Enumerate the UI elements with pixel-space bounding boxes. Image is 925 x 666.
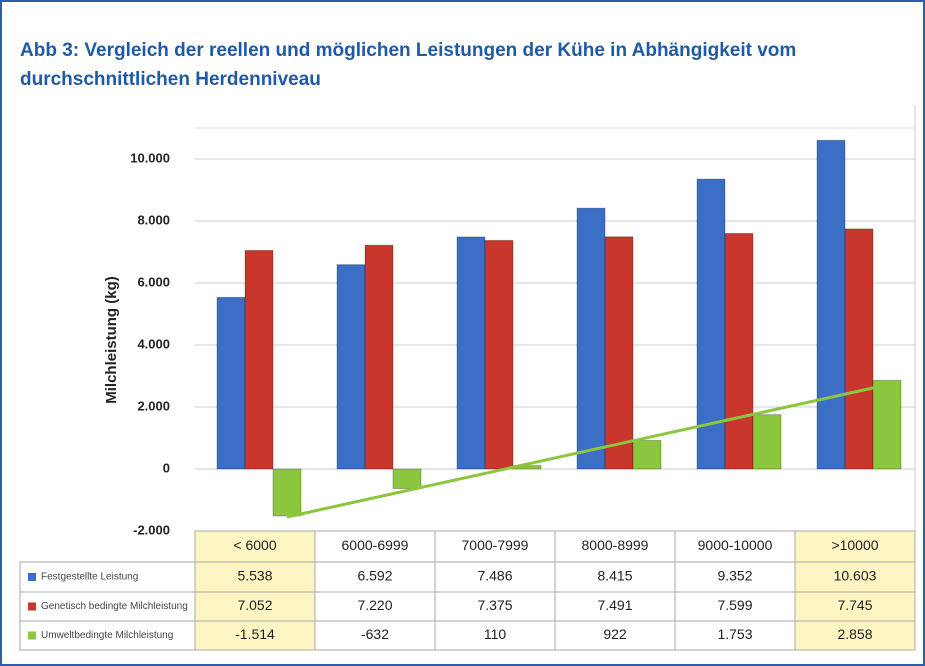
- table-value: 7.220: [357, 597, 392, 613]
- table-value: 8.415: [597, 568, 632, 584]
- bar: [392, 468, 422, 490]
- bar: [632, 439, 662, 470]
- chart-title: Abb 3: Vergleich der reellen und möglich…: [20, 40, 797, 90]
- table-cell: [314, 591, 436, 622]
- table-value: 922: [603, 626, 627, 642]
- y-tick-label: 8.000: [137, 212, 170, 227]
- table-value: 6.592: [357, 568, 392, 584]
- bar: [364, 244, 394, 470]
- legend-swatch: [28, 573, 36, 581]
- y-axis-title: Milchleistung (kg): [103, 276, 120, 404]
- bar: [456, 236, 486, 470]
- table-cell: [554, 620, 676, 651]
- legend-swatch: [28, 602, 36, 611]
- bar: [216, 296, 246, 470]
- table-cell: [674, 530, 796, 563]
- y-tick-label: 4.000: [137, 336, 170, 351]
- table-value: 110: [484, 626, 507, 642]
- bar: [844, 228, 874, 470]
- bar: [244, 249, 274, 470]
- table-value: 10.603: [834, 568, 877, 584]
- bar: [816, 139, 846, 470]
- table-cell: [674, 591, 796, 622]
- table-value: 9.352: [717, 568, 752, 584]
- table-value: 1.753: [717, 626, 752, 642]
- table-cell: [794, 620, 916, 651]
- table-cell: [794, 591, 916, 622]
- x-tick-label: 9000-10000: [698, 537, 773, 553]
- table-cell: [434, 530, 556, 563]
- bar: [576, 207, 606, 470]
- x-tick-label: 7000-7999: [462, 537, 529, 553]
- table-cell: [194, 591, 316, 622]
- bar: [724, 232, 754, 470]
- table-cell: [434, 591, 556, 622]
- legend-label: Genetisch bedingte Milchleistung: [41, 601, 188, 612]
- table-value: 5.538: [237, 568, 272, 584]
- table-value: -632: [361, 626, 389, 642]
- x-tick-label: >10000: [831, 537, 878, 553]
- y-tick-label: 10.000: [130, 150, 170, 165]
- table-cell: [554, 561, 676, 593]
- table-cell: [674, 561, 796, 593]
- trend-line: [286, 383, 888, 519]
- legend-label: Festgestellte Leistung: [41, 572, 138, 583]
- bar: [336, 264, 366, 470]
- table-cell: [554, 591, 676, 622]
- row-header: [19, 620, 196, 651]
- y-tick-label: 0: [163, 460, 170, 475]
- table-value: 7.745: [837, 597, 872, 613]
- table-cell: [674, 620, 796, 651]
- bar: [872, 379, 902, 470]
- x-tick-label: 8000-8999: [582, 537, 649, 553]
- table-value: 7.599: [717, 597, 752, 613]
- y-tick-label: 6.000: [137, 274, 170, 289]
- bar: [484, 239, 514, 470]
- table-cell: [194, 530, 316, 563]
- table-value: 7.486: [477, 568, 512, 584]
- y-tick-label: -2.000: [133, 522, 170, 537]
- legend-swatch: [28, 631, 36, 640]
- row-header: [19, 591, 196, 622]
- bar: [272, 468, 302, 517]
- bar: [604, 236, 634, 470]
- table-value: 7.375: [477, 597, 512, 613]
- row-header: [19, 561, 196, 593]
- y-tick-label: 2.000: [137, 398, 170, 413]
- table-value: 7.491: [597, 597, 632, 613]
- table-cell: [314, 530, 436, 563]
- table-cell: [554, 530, 676, 563]
- x-tick-label: < 6000: [233, 537, 276, 553]
- legend-label: Umweltbedingte Milchleistung: [41, 630, 173, 641]
- bar: [752, 414, 782, 470]
- x-tick-label: 6000-6999: [342, 537, 409, 553]
- bar: [696, 178, 726, 470]
- table-value: 7.052: [237, 597, 272, 613]
- table-value: -1.514: [235, 626, 275, 642]
- table-value: 2.858: [837, 626, 872, 642]
